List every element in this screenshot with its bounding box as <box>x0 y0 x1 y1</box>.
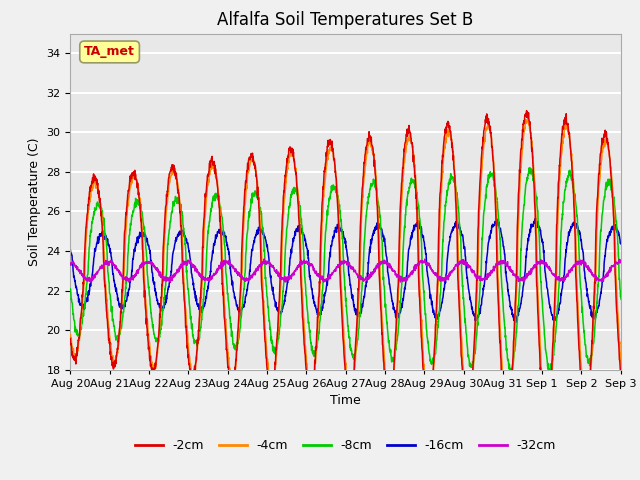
Legend: -2cm, -4cm, -8cm, -16cm, -32cm: -2cm, -4cm, -8cm, -16cm, -32cm <box>130 434 561 457</box>
Text: TA_met: TA_met <box>84 46 135 59</box>
Title: Alfalfa Soil Temperatures Set B: Alfalfa Soil Temperatures Set B <box>218 11 474 29</box>
Y-axis label: Soil Temperature (C): Soil Temperature (C) <box>28 137 41 266</box>
X-axis label: Time: Time <box>330 394 361 407</box>
